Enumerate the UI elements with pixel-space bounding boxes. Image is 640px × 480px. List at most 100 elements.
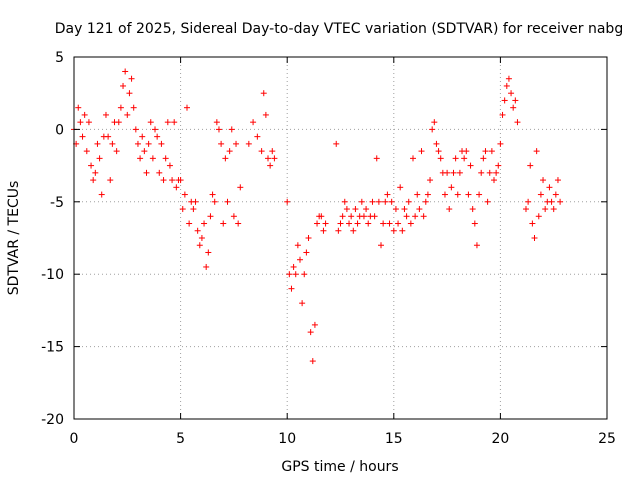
y-tick-label: -5 — [50, 195, 64, 211]
data-point — [335, 227, 342, 234]
data-point — [527, 162, 534, 169]
data-point — [320, 227, 327, 234]
data-point — [465, 191, 472, 198]
data-point — [160, 177, 167, 184]
data-point — [147, 119, 154, 126]
data-point — [557, 198, 564, 205]
data-point — [484, 198, 491, 205]
data-point — [213, 119, 220, 126]
y-axis-label: SDTVAR / TECUs — [6, 181, 22, 296]
data-point — [186, 220, 193, 227]
data-point — [190, 206, 197, 213]
x-axis-label: GPS time / hours — [281, 459, 398, 475]
data-point — [198, 235, 205, 241]
data-point — [113, 148, 120, 155]
data-point — [422, 198, 429, 205]
data-point — [476, 191, 483, 198]
data-point — [529, 220, 536, 227]
data-point — [444, 169, 451, 176]
data-point — [207, 213, 214, 220]
data-point — [154, 133, 161, 140]
data-point — [384, 191, 391, 198]
data-point — [427, 177, 434, 184]
data-point — [318, 213, 325, 220]
data-point — [508, 90, 515, 97]
data-point — [102, 111, 109, 118]
data-point — [152, 126, 159, 133]
data-point — [309, 358, 316, 365]
data-point — [179, 206, 186, 213]
data-point — [405, 198, 412, 205]
data-point — [333, 140, 340, 147]
data-point — [222, 155, 229, 162]
data-point — [382, 198, 389, 205]
data-point — [166, 162, 173, 169]
axis-ticks: 0 5 10 15 20 25 -20 -15 -10 -5 0 5 — [41, 50, 616, 447]
data-point — [473, 242, 480, 249]
data-point — [397, 184, 404, 191]
data-point — [158, 140, 165, 147]
data-point — [230, 213, 237, 220]
data-point — [437, 155, 444, 162]
data-point — [311, 321, 318, 328]
data-point — [126, 90, 133, 97]
data-point — [258, 148, 265, 155]
data-point — [390, 227, 397, 234]
data-point — [245, 140, 252, 147]
data-point — [395, 220, 402, 227]
data-point — [90, 177, 97, 184]
data-point — [401, 206, 408, 213]
x-tick-label: 25 — [598, 431, 616, 447]
data-point — [235, 220, 242, 227]
data-point — [98, 191, 105, 198]
data-point — [414, 191, 421, 198]
data-point — [452, 155, 459, 162]
data-point — [171, 119, 178, 126]
data-point — [493, 169, 500, 176]
data-point — [220, 220, 227, 227]
data-point — [79, 133, 86, 140]
data-point — [471, 220, 478, 227]
data-point — [128, 75, 135, 82]
data-point — [132, 126, 139, 133]
data-point — [322, 220, 329, 227]
data-point — [169, 177, 176, 184]
data-point — [141, 148, 148, 155]
data-point — [305, 235, 312, 241]
data-point — [510, 104, 517, 111]
data-point — [369, 198, 376, 205]
data-point — [456, 169, 463, 176]
grid — [74, 57, 607, 419]
data-point — [552, 191, 559, 198]
data-point — [228, 126, 235, 133]
data-point — [117, 104, 124, 111]
data-point — [399, 227, 406, 234]
data-point — [343, 206, 350, 213]
plot-frame — [73, 56, 608, 420]
data-point — [85, 119, 92, 126]
data-point — [341, 198, 348, 205]
data-point — [173, 184, 180, 191]
data-point — [546, 184, 553, 191]
data-point — [269, 148, 276, 155]
data-point — [388, 198, 395, 205]
data-point — [497, 140, 504, 147]
data-point — [250, 119, 257, 126]
data-point — [211, 198, 218, 205]
x-tick-label: 20 — [491, 431, 509, 447]
x-tick-label: 15 — [385, 431, 403, 447]
data-point — [288, 285, 295, 292]
data-point — [375, 198, 382, 205]
data-point — [488, 148, 495, 155]
x-tick-label: 10 — [278, 431, 296, 447]
data-point — [314, 220, 321, 227]
data-point — [299, 300, 306, 307]
data-point — [491, 177, 498, 184]
data-point — [505, 75, 512, 82]
data-point — [115, 119, 122, 126]
data-point — [215, 126, 222, 133]
data-point — [77, 119, 84, 126]
y-tick-label: -10 — [41, 267, 64, 283]
y-tick-label: 5 — [55, 50, 64, 66]
